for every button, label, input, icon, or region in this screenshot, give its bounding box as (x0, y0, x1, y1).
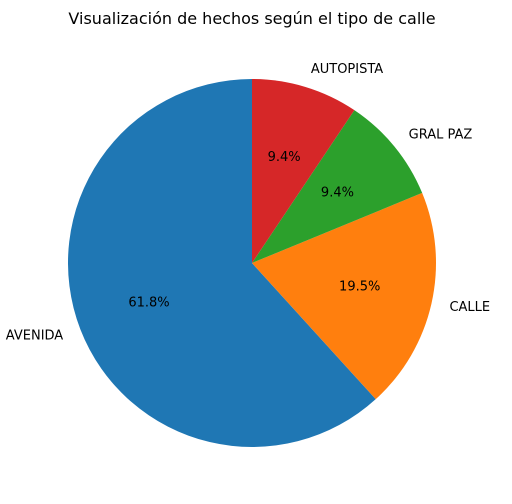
chart-title: Visualización de hechos según el tipo de… (68, 9, 435, 28)
slice-percent-label: 9.4% (321, 186, 354, 201)
slice-label: AUTOPISTA (311, 62, 383, 77)
slice-percent-label: 61.8% (128, 295, 169, 310)
pie-slice-autopista (252, 79, 355, 263)
pie-slice-calle (252, 192, 436, 400)
pie-labels: AVENIDA 61.8% CALLE 19.5% GRAL PAZ 9.4% AUTOPI… (6, 62, 490, 344)
pie-slice-gral-paz (252, 110, 423, 263)
pie-slice-avenida (68, 79, 376, 447)
pie-slices (68, 79, 436, 447)
slice-percent-label: 9.4% (268, 150, 301, 165)
slice-label: GRAL PAZ (409, 127, 473, 142)
slice-percent-label: 19.5% (339, 280, 380, 295)
slice-label: AVENIDA (6, 328, 64, 343)
slice-label: CALLE (449, 300, 490, 315)
